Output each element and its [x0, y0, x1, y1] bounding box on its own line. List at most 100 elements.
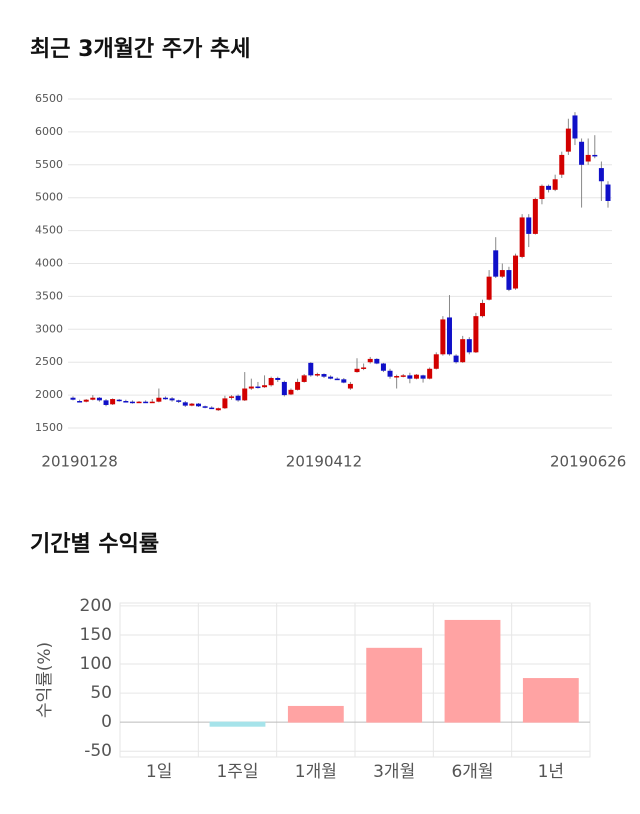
candle-body — [202, 406, 208, 408]
candle-body — [70, 397, 76, 400]
candle-body — [585, 154, 591, 162]
candle-body — [209, 407, 215, 410]
candle-body — [129, 401, 135, 404]
candle-body — [460, 339, 466, 363]
x-tick-label: 1일 — [146, 762, 172, 782]
candle-body — [539, 185, 545, 200]
y-tick-label: 6000 — [35, 125, 63, 138]
candle-body — [229, 396, 235, 398]
candle-body — [262, 385, 268, 388]
x-tick-label: 1년 — [538, 762, 564, 782]
candle-body — [374, 358, 380, 364]
candle-body — [367, 358, 373, 363]
candle-body — [189, 403, 195, 406]
y-tick-label: 0 — [101, 712, 112, 732]
y-tick-label: 5000 — [35, 191, 63, 204]
candle-body — [361, 367, 367, 369]
y-tick-label: 1500 — [35, 421, 63, 434]
candle-body — [143, 401, 149, 404]
candle-body — [433, 354, 439, 369]
chart-title: 기간별 수익률 — [30, 532, 159, 557]
candle-body — [394, 376, 400, 378]
x-tick-label: 6개월 — [451, 762, 493, 782]
candle-body — [176, 400, 182, 402]
candle-body — [328, 376, 334, 379]
bar — [287, 705, 344, 723]
candle-body — [116, 399, 122, 402]
candle-body — [532, 199, 538, 234]
bar — [366, 647, 423, 723]
y-tick-label: 3000 — [35, 322, 63, 335]
candle-body — [215, 408, 221, 411]
candle-body — [308, 362, 314, 376]
candle-body — [427, 368, 433, 379]
y-tick-label: 4000 — [35, 257, 63, 270]
candle-body — [222, 398, 228, 409]
candle-body — [334, 378, 340, 381]
candle-body — [592, 154, 598, 157]
candle-body — [295, 381, 301, 390]
candle-body — [96, 397, 102, 401]
x-tick-label: 20190412 — [286, 453, 362, 471]
bar — [209, 721, 266, 727]
candle-body — [493, 250, 499, 277]
candle-body — [499, 270, 505, 277]
candle-body — [473, 316, 479, 353]
candle-body — [420, 375, 426, 379]
chart-title: 최근 3개월간 주가 추세 — [30, 37, 250, 62]
candle-body — [156, 397, 162, 402]
candle-body — [77, 401, 83, 403]
y-tick-label: 150 — [80, 625, 112, 645]
candle-body — [480, 302, 486, 317]
candle-body — [341, 379, 347, 383]
candle-body — [347, 383, 353, 389]
candle-body — [354, 368, 360, 373]
candle-body — [526, 217, 532, 234]
candle-body — [400, 375, 406, 377]
candle-body — [268, 377, 274, 386]
candle-body — [235, 395, 241, 401]
y-tick-label: -50 — [84, 741, 112, 761]
y-axis-label: 수익률(%) — [35, 642, 55, 718]
candle-body — [598, 168, 604, 182]
bar — [522, 678, 579, 723]
y-tick-label: 2500 — [35, 355, 63, 368]
y-tick-label: 3500 — [35, 289, 63, 302]
candle-body — [169, 398, 175, 401]
candle-body — [136, 401, 142, 404]
candle-body — [466, 339, 472, 353]
candle-body — [387, 370, 393, 377]
candle-body — [281, 381, 287, 396]
candle-body — [195, 403, 201, 407]
candle-body — [486, 276, 492, 300]
candle-body — [519, 217, 525, 257]
candle-body — [90, 397, 96, 400]
candle-body — [513, 255, 519, 289]
candle-body — [123, 401, 129, 403]
x-tick-label: 20190128 — [41, 453, 117, 471]
candle-body — [83, 399, 89, 402]
x-tick-label: 3개월 — [373, 762, 415, 782]
candle-body — [559, 154, 565, 175]
y-tick-label: 100 — [80, 654, 112, 674]
candle-body — [182, 402, 188, 406]
candle-body — [413, 374, 419, 379]
candle-body — [110, 399, 116, 405]
candle-body — [380, 363, 386, 371]
candle-body — [605, 184, 611, 201]
bar — [444, 619, 501, 723]
candle-body — [552, 179, 558, 190]
y-tick-label: 2000 — [35, 388, 63, 401]
candle-body — [565, 128, 571, 152]
candle-body — [255, 386, 261, 389]
y-tick-label: 6500 — [35, 92, 63, 105]
candle-body — [407, 375, 413, 379]
candle-body — [248, 386, 254, 389]
x-tick-label: 1개월 — [295, 762, 337, 782]
candle-body — [314, 374, 320, 376]
candle-body — [242, 388, 248, 401]
candle-body — [579, 141, 585, 165]
candle-body — [546, 185, 552, 190]
candle-body — [149, 401, 155, 404]
